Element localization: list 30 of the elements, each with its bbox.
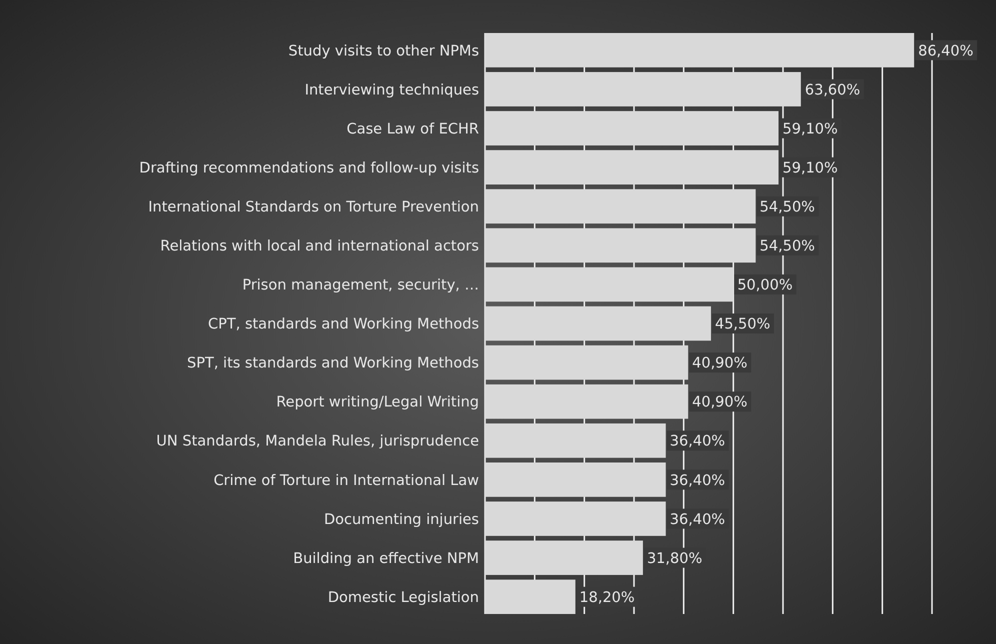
y-tick-label: International Standards on Torture Prevention xyxy=(148,199,479,216)
data-label: 63,60% xyxy=(804,82,860,98)
y-tick-label: UN Standards, Mandela Rules, jurisprudence xyxy=(156,434,480,450)
y-tick-label: SPT, its standards and Working Methods xyxy=(187,356,479,372)
y-tick-label: Building an effective NPM xyxy=(293,550,479,567)
data-label: 36,40% xyxy=(670,512,726,528)
data-label: 18,20% xyxy=(579,590,635,606)
data-label: 40,90% xyxy=(692,356,748,372)
y-tick-label: Case Law of ECHR xyxy=(346,121,479,138)
data-label: 40,90% xyxy=(692,394,748,411)
y-tick-label: Study visits to other NPMs xyxy=(288,43,479,60)
data-label: 31,80% xyxy=(646,550,702,567)
y-tick-label: Relations with local and international actors xyxy=(160,238,479,254)
y-tick-label: Crime of Torture in International Law xyxy=(214,472,480,489)
data-label: 36,40% xyxy=(670,434,726,450)
y-tick-label: Report writing/Legal Writing xyxy=(276,394,479,411)
data-label: 45,50% xyxy=(714,316,770,333)
data-label: 36,40% xyxy=(670,472,726,489)
data-label: 54,50% xyxy=(760,238,815,254)
data-label: 59,10% xyxy=(782,121,838,138)
data-label: 50,00% xyxy=(737,278,793,294)
y-tick-label: Interviewing techniques xyxy=(304,82,479,98)
data-label: 86,40% xyxy=(918,43,974,60)
y-tick-label: Documenting injuries xyxy=(324,512,479,528)
y-tick-label: Domestic Legislation xyxy=(328,590,479,606)
data-label: 54,50% xyxy=(760,199,815,216)
data-label: 59,10% xyxy=(782,160,838,176)
y-tick-label: Prison management, security, … xyxy=(242,278,479,294)
y-tick-label: CPT, standards and Working Methods xyxy=(208,316,479,333)
y-tick-label: Drafting recommendations and follow-up visits xyxy=(139,160,479,176)
